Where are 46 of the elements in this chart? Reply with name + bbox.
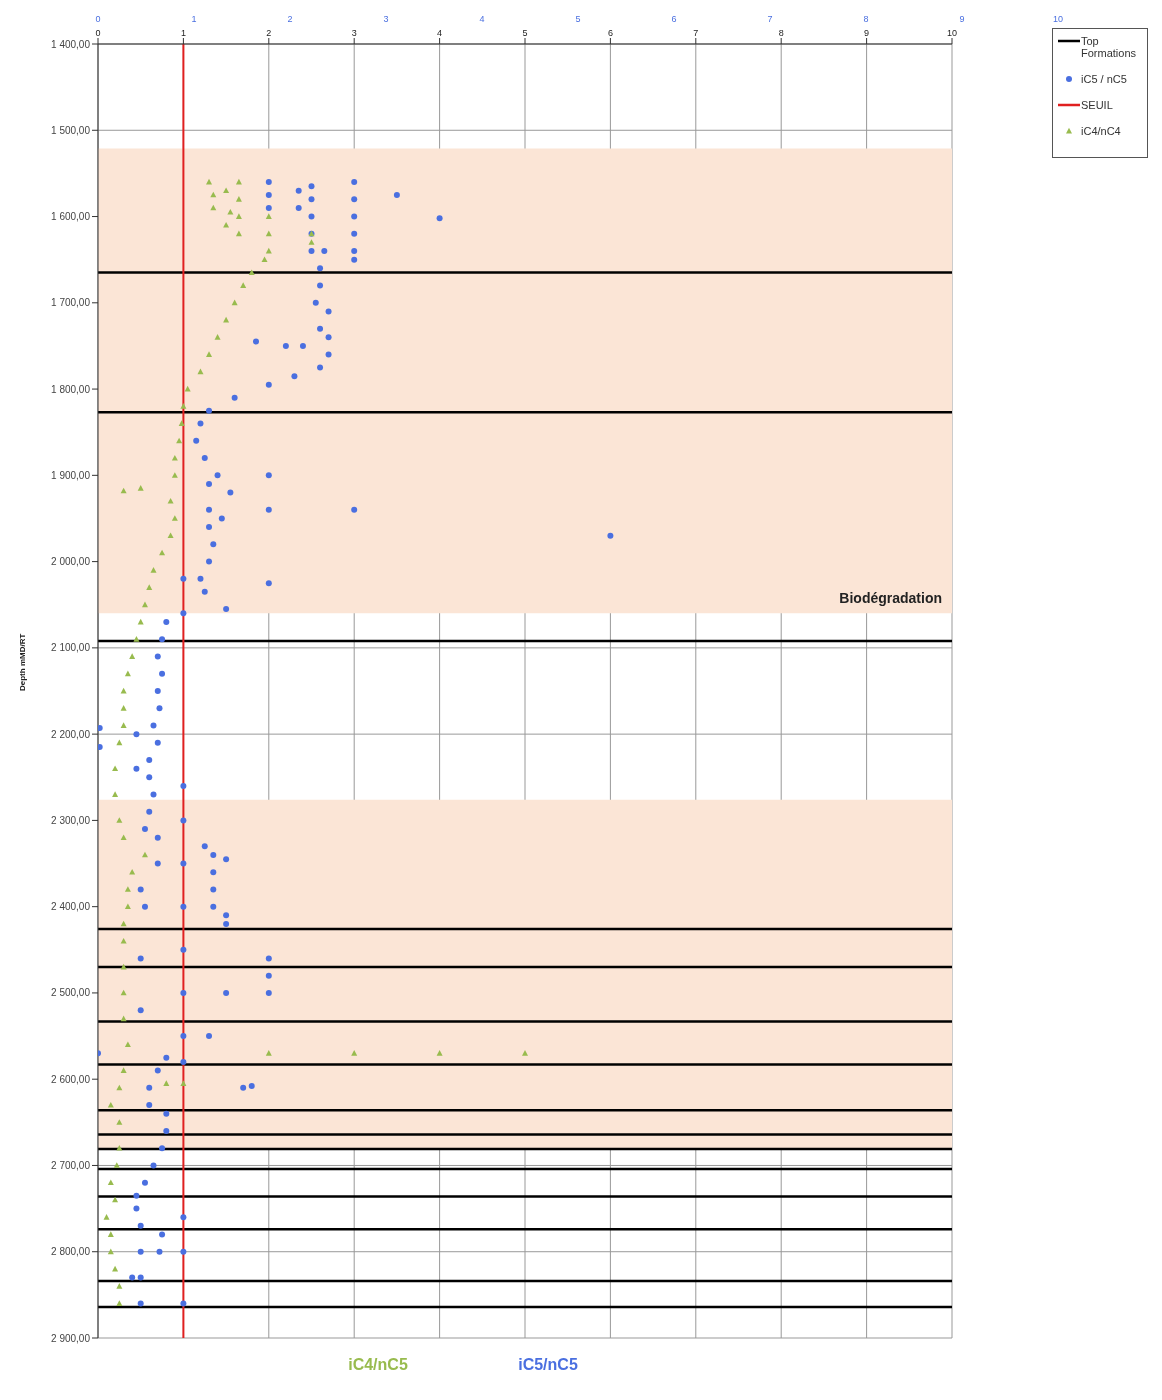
x-tick-label: 10	[946, 28, 958, 38]
legend-label: iC4/nC4	[1081, 125, 1121, 137]
y-tick-label: 2 000,00	[51, 556, 91, 568]
x2-tick-label: 0	[95, 14, 101, 24]
x-tick-label: 4	[437, 28, 443, 38]
y-axis-title: Depth mMD/RT	[17, 633, 27, 691]
x-tick-label: 2	[266, 28, 272, 38]
y-tick-label: 1 800,00	[51, 383, 91, 395]
x2-tick-label: 1	[191, 14, 197, 24]
legend-label: iC5 / nC5	[1081, 73, 1127, 85]
y-tick-label: 1 400,00	[51, 38, 91, 50]
y-tick-label: 2 400,00	[51, 901, 91, 913]
y-tick-label: 2 800,00	[51, 1246, 91, 1258]
x2-tick-label: 3	[383, 14, 389, 24]
x2-tick-label: 9	[959, 14, 965, 24]
text: iC4/nC5	[348, 1356, 408, 1373]
y-tick-label: 1 600,00	[51, 211, 91, 223]
x2-tick-label: 8	[863, 14, 869, 24]
y-tick-label: 1 500,00	[51, 124, 91, 136]
x-tick-label: 6	[607, 28, 613, 38]
y-tick-label: 2 200,00	[51, 728, 91, 740]
x-tick-label: 9	[864, 28, 870, 38]
y-tick-label: 2 700,00	[51, 1160, 91, 1172]
band-label: Biodégradation	[839, 590, 942, 607]
text: iC5/nC5	[518, 1356, 578, 1373]
x-tick-label: 7	[693, 28, 699, 38]
x2-tick-label: 4	[479, 14, 485, 24]
y-tick-label: 1 900,00	[51, 469, 91, 481]
x2-tick-label: 6	[671, 14, 677, 24]
x-tick-label: 5	[522, 28, 528, 38]
y-tick-label: 2 300,00	[51, 814, 91, 826]
y-tick-label: 2 900,00	[51, 1332, 91, 1344]
x-tick-label: 3	[351, 28, 357, 38]
y-tick-label: 1 700,00	[51, 297, 91, 309]
x-tick-label: 0	[95, 28, 101, 38]
x2-tick-label: 5	[575, 14, 581, 24]
y-tick-label: 2 100,00	[51, 642, 91, 654]
y-tick-label: 2 600,00	[51, 1073, 91, 1085]
x-tick-label: 1	[180, 28, 186, 38]
legend-label: SEUIL	[1081, 99, 1113, 111]
x-tick-label: 8	[778, 28, 784, 38]
y-tick-label: 2 500,00	[51, 987, 91, 999]
legend-label: Top Formations	[1081, 35, 1138, 59]
x2-tick-label: 7	[767, 14, 773, 24]
x2-tick-label: 10	[1052, 14, 1064, 24]
x2-tick-label: 2	[287, 14, 293, 24]
